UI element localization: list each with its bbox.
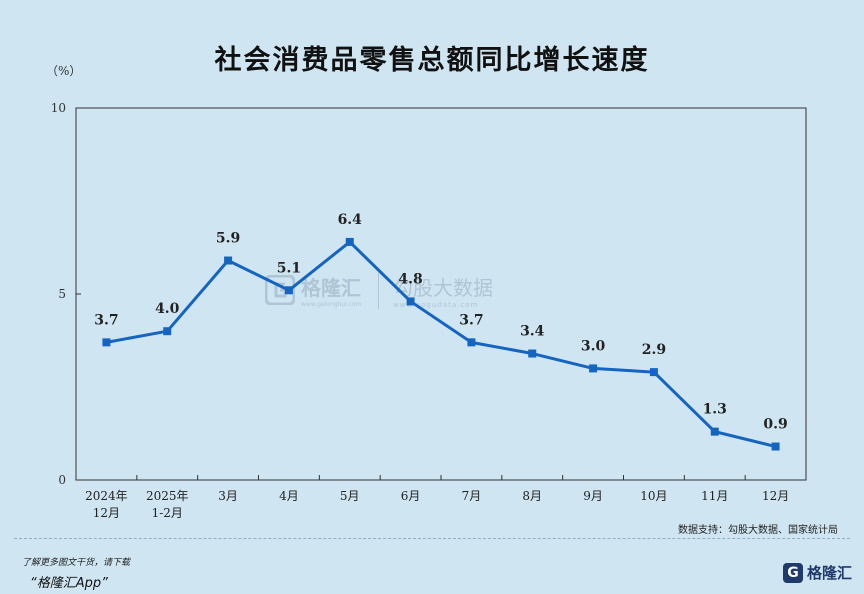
data-label: 4.0 (155, 301, 180, 317)
data-label: 3.0 (581, 338, 606, 354)
x-tick-label: 2025年 1-2月 (146, 489, 189, 520)
y-tick-label: 5 (58, 287, 66, 301)
x-tick-label: 10月 (640, 489, 667, 503)
y-tick-label: 10 (51, 101, 66, 115)
data-point (284, 286, 293, 295)
data-point (163, 327, 172, 336)
data-label: 2.9 (642, 342, 666, 358)
data-label: 3.4 (520, 324, 545, 340)
data-label: 4.8 (398, 271, 422, 287)
data-point (710, 427, 719, 436)
data-point (649, 368, 658, 377)
series-line (106, 240, 776, 448)
data-label: 3.7 (94, 312, 118, 328)
x-tick-label: 2024年 12月 (85, 489, 128, 520)
y-axis: 0 5 10 (51, 101, 81, 487)
data-label: 5.9 (216, 231, 240, 247)
data-point (102, 338, 111, 347)
chart-title: 社会消费品零售总额同比增长速度 (214, 45, 650, 76)
data-point (345, 237, 354, 246)
brand-text: 格隆汇 (806, 564, 852, 582)
data-label: 3.7 (459, 312, 483, 328)
data-labels: 3.7 4.0 5.9 5.1 6.4 4.8 3.7 3.4 3.0 2.9 1.3 0.9 (94, 212, 788, 433)
x-tick-label: 9月 (583, 489, 603, 503)
brand-logo: G 格隆汇 (782, 562, 852, 583)
brand-mark-icon: G (782, 562, 803, 583)
data-label: 0.9 (763, 417, 787, 433)
y-tick-label: 0 (58, 473, 66, 487)
x-axis: 2024年 12月 2025年 1-2月 3月 4月 5月 6月 7月 8月 9月 10月 11月 12月 (85, 475, 789, 520)
data-label: 5.1 (277, 260, 301, 276)
plot-frame (75, 107, 807, 481)
x-tick-label: 8月 (522, 489, 542, 503)
source-note: 数据支持：勾股大数据、国家统计局 (678, 525, 838, 536)
series-markers (102, 237, 780, 451)
x-tick-label: 3月 (218, 489, 238, 503)
data-point (589, 364, 598, 373)
promo-line-2: “格隆汇App” (30, 576, 108, 591)
data-point (528, 349, 537, 358)
x-tick-label: 7月 (462, 489, 482, 503)
x-tick-label: 12月 (762, 489, 789, 503)
y-axis-unit: （%） (46, 64, 82, 78)
data-point (771, 442, 780, 451)
promo-line-1: 了解更多图文干货，请下载 (22, 558, 131, 568)
data-point (467, 338, 476, 347)
x-tick-label: 5月 (340, 489, 360, 503)
x-tick-label: 11月 (701, 489, 728, 503)
data-label: 1.3 (703, 402, 727, 418)
data-label: 6.4 (338, 212, 363, 228)
footer-divider (14, 538, 850, 539)
data-point (224, 256, 233, 265)
data-point (406, 297, 415, 306)
x-tick-label: 4月 (279, 489, 299, 503)
x-tick-label: 6月 (401, 489, 421, 503)
